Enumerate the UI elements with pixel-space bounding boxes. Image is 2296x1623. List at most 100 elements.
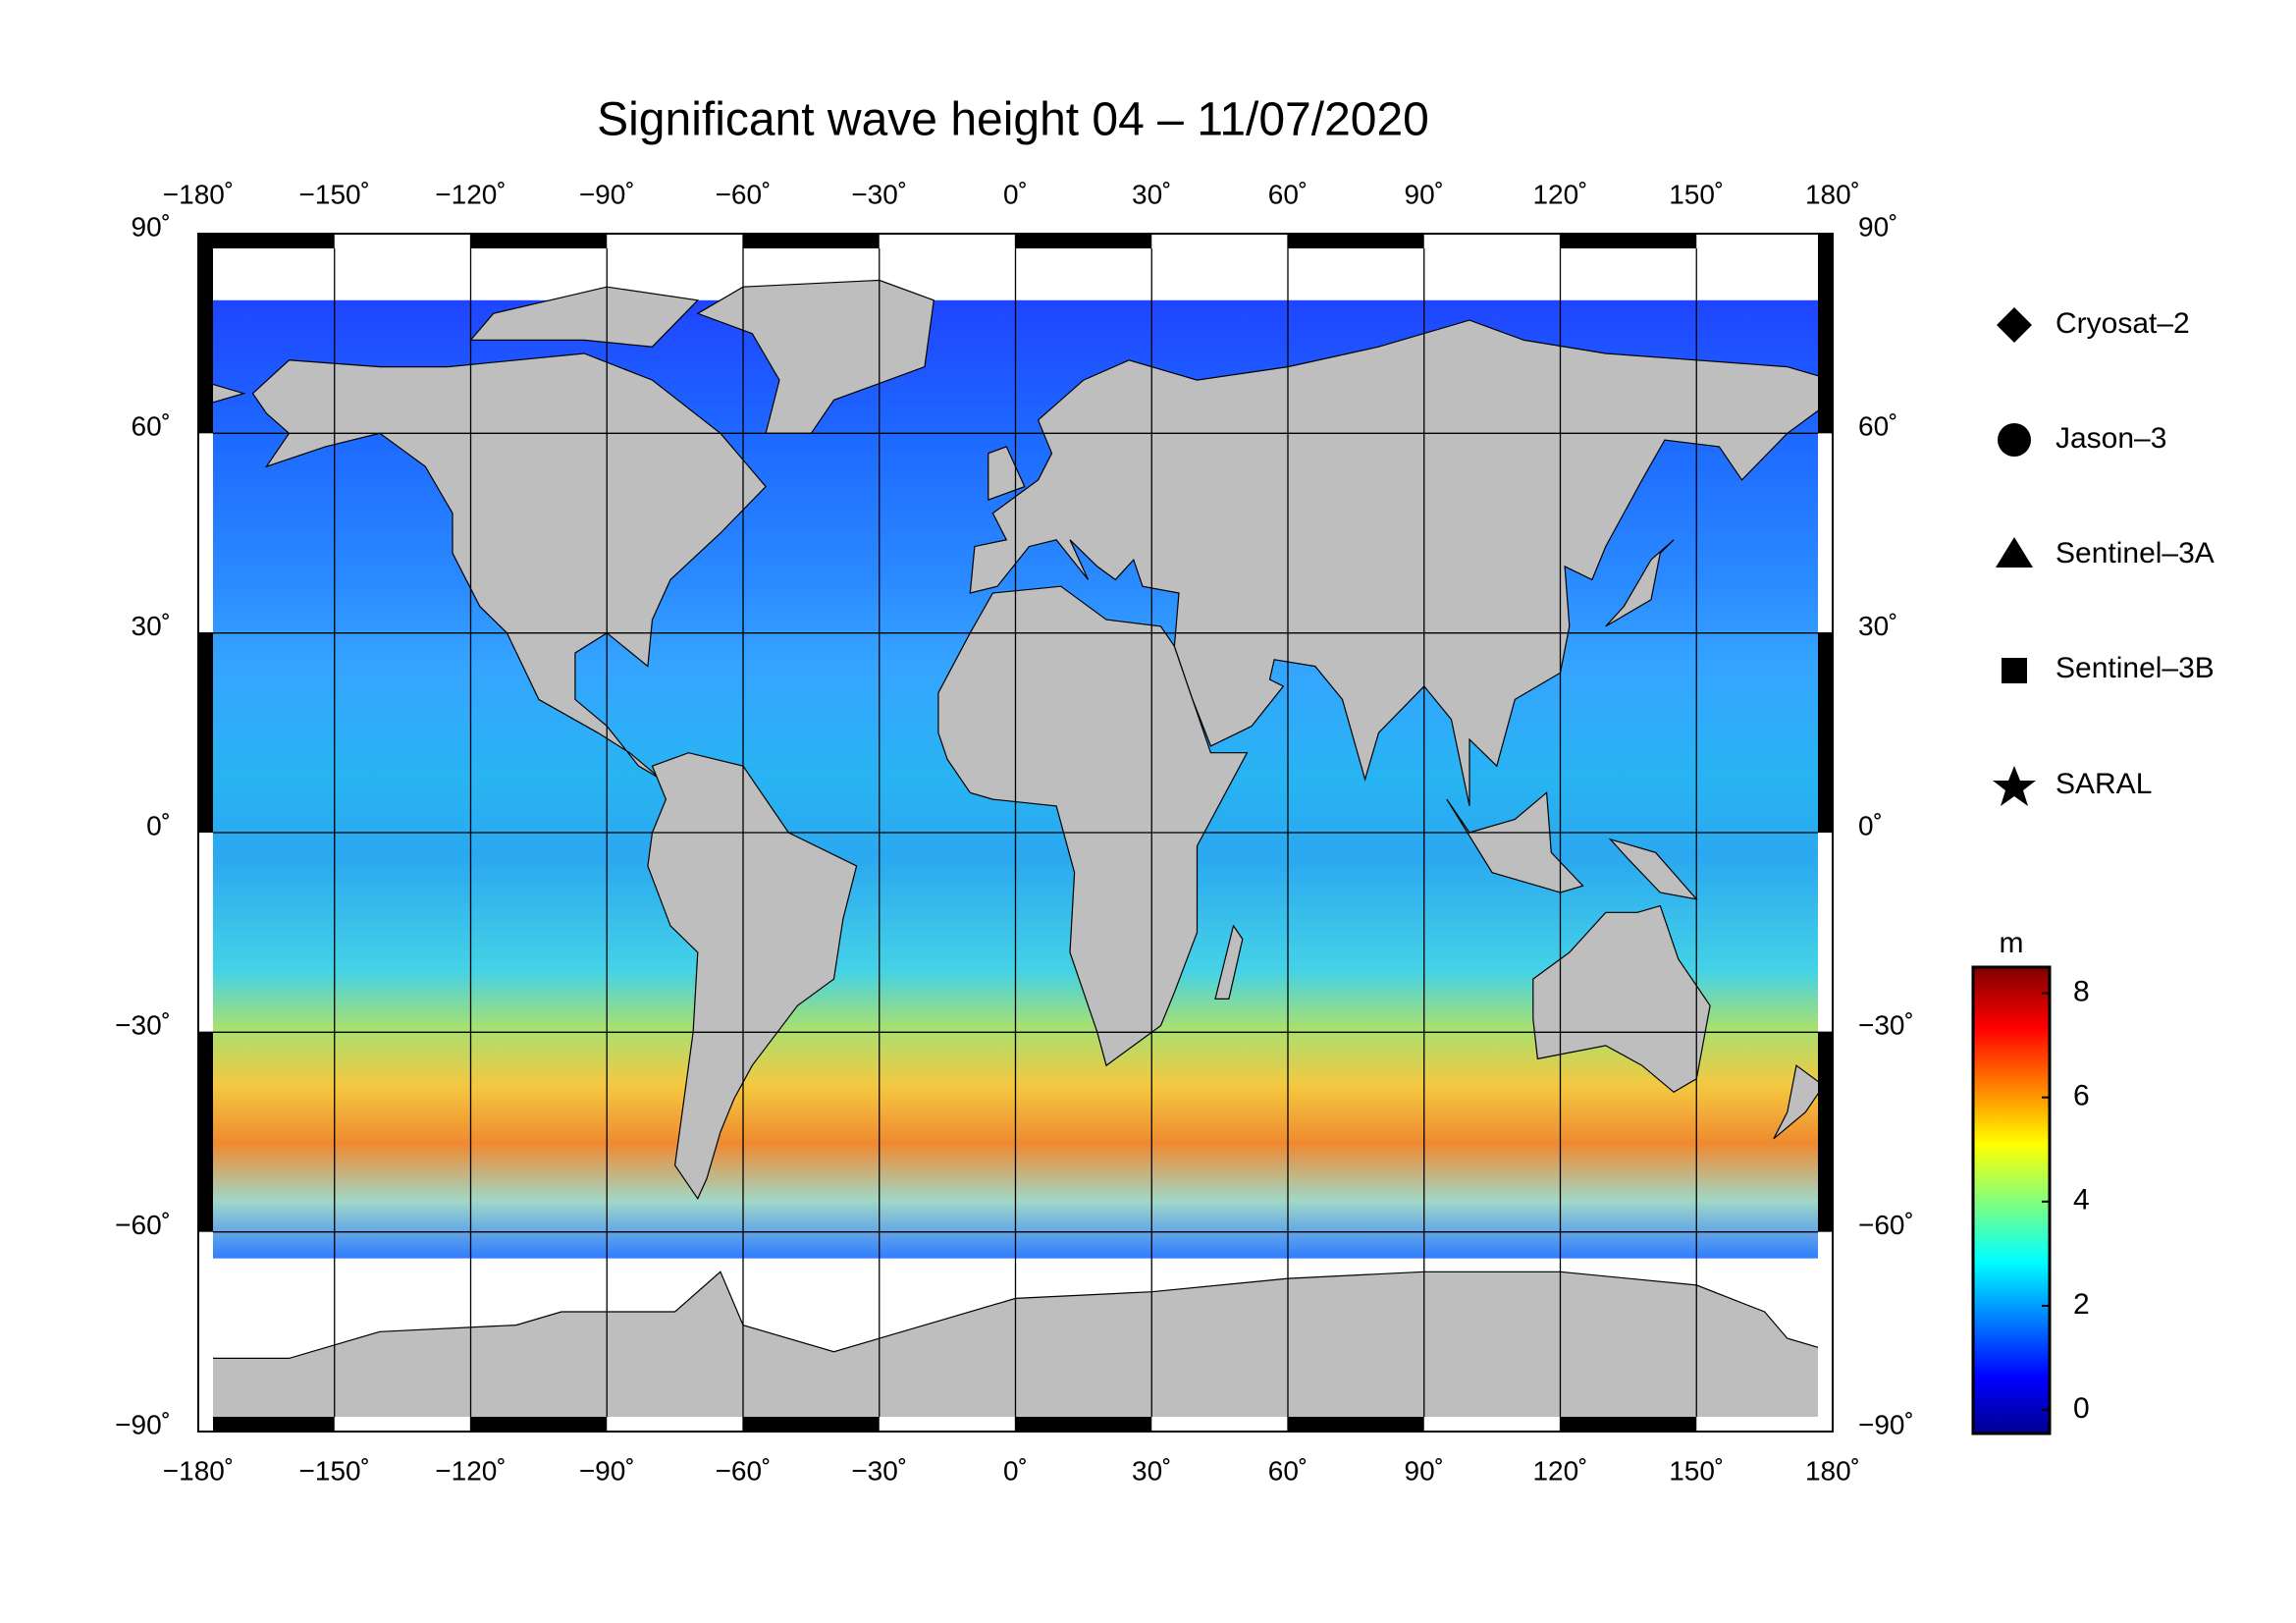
frame-bar [198,833,213,1033]
lon-tick-label: −30˚ [851,179,907,209]
land [469,286,700,348]
lon-tick-label: 120˚ [1532,1455,1587,1486]
frame-bar [198,433,213,633]
lat-tick-label: 0˚ [1858,810,1883,840]
lat-tick-label: −60˚ [1858,1210,1914,1240]
frame-bar [1818,433,1833,633]
map-title: Significant wave height 04 – 11/07/2020 [597,94,1429,146]
colorbar-tick-label: 4 [2073,1184,2090,1217]
lon-tick-label: 0˚ [1003,1455,1028,1486]
lon-tick-label: 150˚ [1669,1455,1724,1486]
lat-tick-label: 30˚ [1858,611,1897,641]
frame-bar [743,234,880,248]
frame-bar [470,234,608,248]
frame-bar [1423,234,1561,248]
legend-symbol-diamond [1997,307,2032,343]
frame-bar [879,234,1016,248]
lat-tick-label: −60˚ [115,1210,171,1240]
colorbar [1971,965,2052,1435]
land [647,752,858,1201]
frame-bar [1423,1417,1561,1432]
lat-tick-label: −90˚ [115,1409,171,1439]
legend-label: Jason–3 [2056,422,2166,455]
lon-tick-label: 180˚ [1805,179,1860,209]
frame-bar [1015,1417,1152,1432]
lon-tick-label: 150˚ [1669,179,1724,209]
frame-bar [198,1417,335,1432]
lon-tick-label: 120˚ [1532,179,1587,209]
colorbar-tick-label: 0 [2073,1392,2090,1425]
frame-bar [198,1032,213,1232]
colorbar-tick-label: 6 [2073,1080,2090,1112]
lat-tick-label: 90˚ [132,211,171,242]
lon-tick-label: 0˚ [1003,179,1028,209]
colorbar-tick-label: 8 [2073,975,2090,1007]
land [1532,904,1711,1094]
lat-tick-label: −30˚ [1858,1010,1914,1041]
lon-tick-label: 180˚ [1805,1455,1860,1486]
lon-tick-label: −60˚ [716,179,772,209]
lat-tick-label: 60˚ [1858,411,1897,442]
legend-symbol-square [2002,658,2027,683]
colorbar-tick-label: 2 [2073,1288,2090,1321]
land [251,352,767,781]
lon-tick-label: 30˚ [1132,179,1171,209]
lon-tick-label: −90˚ [579,179,635,209]
lon-tick-label: 60˚ [1268,1455,1308,1486]
legend-label: Sentinel–3A [2056,537,2215,569]
lon-tick-label: −120˚ [435,1455,506,1486]
frame-bar [1151,234,1288,248]
lon-tick-label: −30˚ [851,1455,907,1486]
lat-tick-label: 0˚ [146,810,171,840]
land [1446,791,1584,893]
frame-bar [1288,234,1424,248]
frame-bar [334,1417,471,1432]
land [1605,539,1675,627]
lon-tick-label: −180˚ [163,1455,234,1486]
frame-bar [1696,1417,1833,1432]
frame-bar [1560,1417,1697,1432]
map-frame [197,233,1834,1433]
frame-bar [1818,1032,1833,1232]
frame-bar [198,234,213,434]
lat-tick-label: −90˚ [1858,1409,1914,1439]
frame-bar [1696,234,1833,248]
frame-bar [1015,234,1152,248]
lat-tick-label: −30˚ [115,1010,171,1041]
frame-bar [1818,833,1833,1033]
frame-bar [1818,1231,1833,1432]
frame-bar [1288,1417,1424,1432]
colorbar-unit: m [2000,927,2024,959]
frame-bar [1818,632,1833,833]
frame-bar [198,632,213,833]
legend-label: SARAL [2056,768,2152,800]
frame-bar [1818,234,1833,434]
lon-tick-label: −150˚ [299,179,370,209]
frame-bar [198,1231,213,1432]
frame-bar [879,1417,1016,1432]
lon-tick-label: 60˚ [1268,179,1308,209]
frame-bar [1151,1417,1288,1432]
frame-bar [607,1417,743,1432]
lon-tick-label: −120˚ [435,179,506,209]
frame-bar [334,234,471,248]
legend-symbol-circle [1998,423,2031,457]
lon-tick-label: 90˚ [1405,1455,1444,1486]
lon-tick-label: 90˚ [1405,179,1444,209]
frame-bar [198,234,335,248]
lon-tick-label: 30˚ [1132,1455,1171,1486]
legend-symbol-star [1993,766,2036,806]
frame-bar [1560,234,1697,248]
lon-tick-label: −60˚ [716,1455,772,1486]
frame-bar [470,1417,608,1432]
land [1608,838,1698,900]
legend-label: Cryosat–2 [2056,307,2190,340]
land [1214,924,1244,1000]
lat-tick-label: 90˚ [1858,211,1897,242]
legend-label: Sentinel–3B [2056,652,2215,684]
lon-tick-label: −150˚ [299,1455,370,1486]
lon-tick-label: −90˚ [579,1455,635,1486]
lon-tick-label: −180˚ [163,179,234,209]
frame-bar [743,1417,880,1432]
